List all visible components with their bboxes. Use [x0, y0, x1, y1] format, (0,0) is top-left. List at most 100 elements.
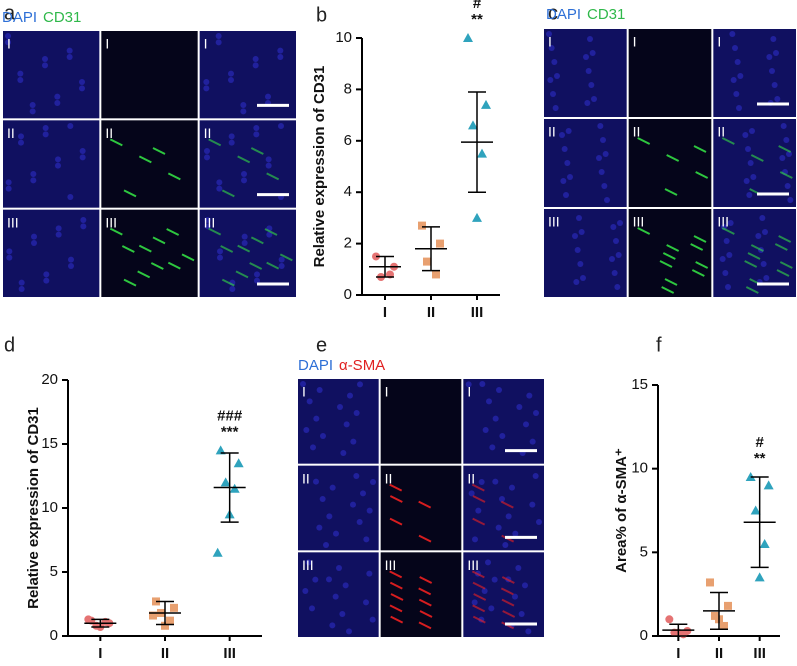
- nucleus: [525, 628, 532, 635]
- y-axis-label: Relative expression of CD31: [25, 407, 42, 609]
- signal: [389, 517, 403, 526]
- nucleus: [346, 628, 352, 635]
- nucleus: [786, 151, 792, 157]
- stain-label: CD31: [43, 9, 81, 26]
- nucleus: [5, 33, 11, 39]
- nucleus: [499, 433, 506, 439]
- nucleus: [356, 519, 363, 525]
- nucleus: [779, 155, 786, 161]
- row-label: I: [633, 34, 637, 50]
- nucleus: [203, 85, 210, 92]
- row-label: III: [633, 214, 645, 230]
- row-label: III: [548, 214, 560, 230]
- row-label: I: [467, 384, 471, 400]
- nucleus: [323, 542, 329, 548]
- signal: [264, 228, 278, 236]
- nucleus: [241, 240, 248, 246]
- nucleus: [217, 248, 223, 255]
- nucleus: [747, 160, 754, 166]
- row-label: II: [302, 470, 310, 486]
- nucleus: [278, 263, 285, 269]
- nucleus: [518, 611, 525, 617]
- signal: [472, 517, 486, 526]
- nucleus: [229, 286, 236, 292]
- nucleus: [42, 131, 49, 138]
- signal: [166, 228, 180, 236]
- nucleus: [30, 177, 37, 184]
- nucleus: [18, 279, 25, 286]
- x-tick-label: II: [161, 645, 169, 661]
- nucleus: [329, 622, 336, 629]
- nucleus: [67, 123, 74, 129]
- nucleus: [18, 286, 25, 292]
- data-point: [724, 601, 732, 610]
- nucleus: [465, 381, 472, 388]
- nucleus: [733, 91, 740, 97]
- data-point: [468, 120, 478, 130]
- data-point: [463, 33, 473, 42]
- signal: [693, 235, 707, 243]
- y-tick-label: 0: [50, 627, 58, 644]
- significance: ***: [221, 423, 239, 440]
- signal: [419, 610, 433, 618]
- nucleus: [725, 284, 731, 290]
- nucleus: [611, 270, 618, 276]
- signal: [659, 260, 673, 268]
- nucleus: [80, 217, 87, 223]
- nucleus: [554, 73, 560, 79]
- micrograph: [544, 119, 627, 207]
- nucleus: [347, 392, 353, 399]
- nucleus: [66, 47, 73, 54]
- nucleus: [228, 139, 235, 146]
- nucleus: [745, 146, 751, 152]
- signal: [266, 172, 280, 181]
- nucleus: [602, 151, 609, 157]
- nucleus: [600, 137, 606, 143]
- y-tick-label: 2: [344, 235, 352, 252]
- signal: [695, 171, 709, 179]
- nucleus: [584, 100, 591, 106]
- nucleus: [319, 496, 326, 502]
- nucleus: [743, 178, 750, 184]
- row-label: II: [717, 124, 725, 140]
- nucleus: [601, 183, 608, 189]
- signal: [778, 235, 792, 243]
- row-label: I: [385, 384, 389, 400]
- row-label: I: [302, 384, 306, 400]
- data-point: [220, 477, 231, 487]
- micrograph: [199, 31, 296, 119]
- signal: [745, 286, 759, 294]
- nucleus: [559, 132, 565, 138]
- nucleus: [780, 123, 787, 129]
- y-axis-label: Relative expression of CD31: [311, 66, 328, 268]
- nucleus: [68, 263, 74, 269]
- signal: [181, 253, 195, 262]
- nucleus: [357, 381, 363, 388]
- signal: [389, 570, 403, 579]
- nucleus: [306, 398, 313, 405]
- significance: **: [471, 11, 483, 28]
- data-point: [166, 616, 174, 625]
- nucleus: [475, 507, 482, 514]
- nucleus: [240, 102, 247, 108]
- nucleus: [5, 39, 11, 46]
- nucleus: [329, 484, 336, 491]
- micrograph: [544, 209, 627, 297]
- nucleus: [505, 513, 512, 520]
- signal: [472, 581, 486, 590]
- nucleus: [523, 421, 529, 428]
- nucleus: [241, 233, 248, 240]
- signal: [109, 138, 123, 147]
- nucleus: [303, 427, 310, 433]
- nucleus: [726, 252, 733, 258]
- signal: [471, 483, 485, 492]
- nucleus: [278, 256, 285, 263]
- signal: [152, 236, 166, 245]
- nucleus: [536, 519, 542, 525]
- nucleus: [771, 82, 778, 88]
- nucleus: [79, 85, 85, 92]
- nucleus: [614, 284, 621, 290]
- nucleus: [561, 146, 568, 152]
- nucleus: [742, 132, 749, 138]
